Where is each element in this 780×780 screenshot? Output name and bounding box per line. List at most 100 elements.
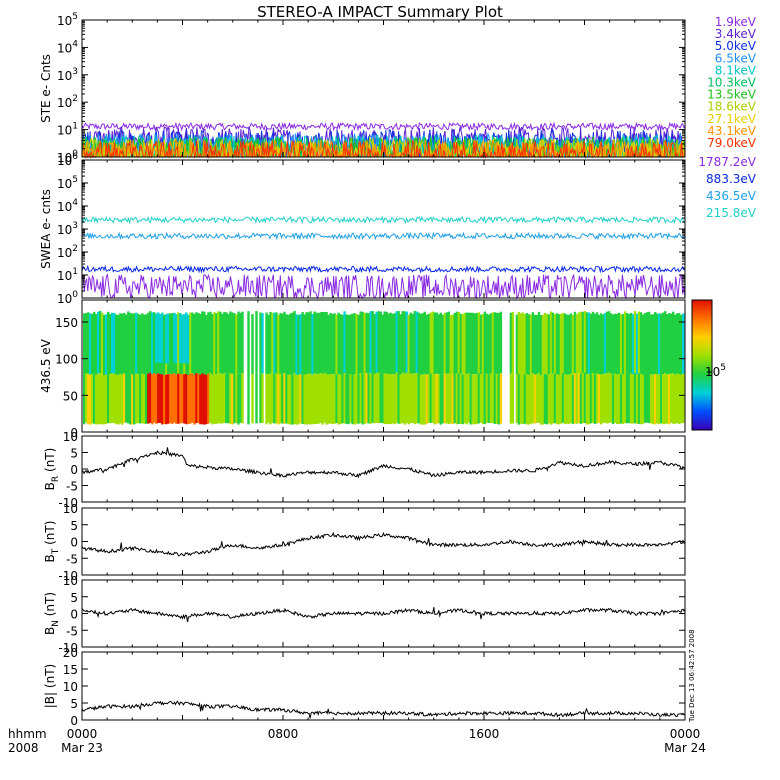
heatmap-column <box>271 373 274 423</box>
heatmap-column <box>159 314 162 364</box>
y-tick-label: 150 <box>55 316 78 330</box>
series-trace-436.5eV <box>81 231 686 241</box>
heatmap-column <box>431 372 434 423</box>
y-tick-label: -10 <box>58 496 78 510</box>
heatmap-column <box>225 312 228 374</box>
y-tick-label: 105 <box>57 12 78 28</box>
heatmap-column <box>223 311 226 373</box>
heatmap-column <box>447 373 450 424</box>
heatmap-column <box>441 374 444 424</box>
heatmap-column <box>149 372 152 423</box>
heatmap-column <box>127 373 130 424</box>
heatmap-column <box>429 373 432 423</box>
heatmap-column <box>91 374 94 424</box>
legend-entry: 1.9keV <box>715 15 757 29</box>
y-tick-label: 0 <box>70 426 78 440</box>
heatmap-column <box>471 374 474 425</box>
heatmap-column <box>87 373 90 425</box>
heatmap-column <box>193 313 196 375</box>
heatmap-column <box>577 373 581 423</box>
heatmap-column <box>169 373 172 424</box>
heatmap-column <box>645 312 649 373</box>
heatmap-column <box>369 311 372 374</box>
heatmap-column <box>339 374 342 424</box>
heatmap-column <box>133 313 136 375</box>
heatmap-column <box>259 312 262 374</box>
heatmap-column <box>339 314 342 375</box>
heatmap-column <box>193 374 196 425</box>
heatmap-column <box>237 311 240 374</box>
heatmap-column <box>99 373 102 425</box>
heatmap-column <box>323 372 326 423</box>
heatmap-column <box>85 313 88 374</box>
heatmap-column <box>83 313 86 375</box>
heatmap-column <box>491 373 495 424</box>
heatmap-column <box>377 372 380 424</box>
heatmap-column <box>349 314 352 374</box>
heatmap-column <box>285 374 288 424</box>
heatmap-column <box>143 374 146 424</box>
heatmap-column <box>381 314 384 375</box>
heatmap-column <box>625 313 629 374</box>
heatmap-column <box>393 313 396 375</box>
heatmap-column <box>607 372 611 423</box>
heatmap-column <box>283 373 286 424</box>
heatmap-column <box>489 313 493 374</box>
heatmap-column <box>121 374 124 425</box>
heatmap-column <box>637 311 641 374</box>
heatmap-column <box>411 313 414 374</box>
heatmap-column <box>155 374 158 424</box>
heatmap-column <box>439 374 442 425</box>
heatmap-column <box>133 374 136 425</box>
heatmap-column <box>497 312 501 375</box>
heatmap-column <box>601 374 605 424</box>
heatmap-column <box>347 314 350 375</box>
heatmap-column <box>345 374 348 424</box>
heatmap-column <box>415 311 418 374</box>
heatmap-column <box>629 312 633 374</box>
heatmap-column <box>191 373 194 423</box>
heatmap-column <box>255 372 258 424</box>
heatmap-column <box>401 311 404 373</box>
heatmap-column <box>519 313 523 374</box>
heatmap-column <box>343 373 346 424</box>
heatmap-column <box>487 314 491 375</box>
heatmap-column <box>561 373 565 423</box>
heatmap-column <box>557 314 561 375</box>
y-tick-label: 20 <box>63 646 78 660</box>
heatmap-column <box>137 374 140 424</box>
y-tick-label: 0 <box>70 536 78 550</box>
heatmap-column <box>329 373 332 424</box>
heatmap-column <box>515 314 519 375</box>
heatmap-column <box>109 374 112 424</box>
panel-frame <box>81 299 686 433</box>
heatmap-column <box>373 314 376 375</box>
heatmap-column <box>311 314 314 375</box>
heatmap-column <box>641 314 645 375</box>
heatmap-column <box>397 373 400 424</box>
heatmap-column <box>277 375 280 425</box>
heatmap-column <box>676 313 679 374</box>
heatmap-column <box>477 373 481 424</box>
heatmap-column <box>387 374 390 425</box>
heatmap-column <box>235 374 238 423</box>
panel-frame <box>81 651 686 721</box>
heatmap-column <box>623 311 627 373</box>
heatmap-column <box>471 312 474 375</box>
heatmap-column <box>585 374 589 425</box>
heatmap-column <box>91 313 94 375</box>
y-tick-label: 0 <box>70 463 78 477</box>
heatmap-column <box>389 373 392 424</box>
heatmap-column <box>597 374 601 423</box>
heatmap-column <box>519 374 523 424</box>
heatmap-column <box>485 373 489 423</box>
heatmap-column <box>607 311 611 373</box>
y-tick-label: 103 <box>57 221 78 237</box>
heatmap-column <box>287 314 290 375</box>
heatmap-column <box>583 372 587 423</box>
heatmap-column <box>633 311 637 373</box>
heatmap-column <box>447 311 450 374</box>
y-tick-label: -10 <box>58 569 78 583</box>
heatmap-column <box>319 373 322 423</box>
heatmap-column <box>147 373 150 424</box>
